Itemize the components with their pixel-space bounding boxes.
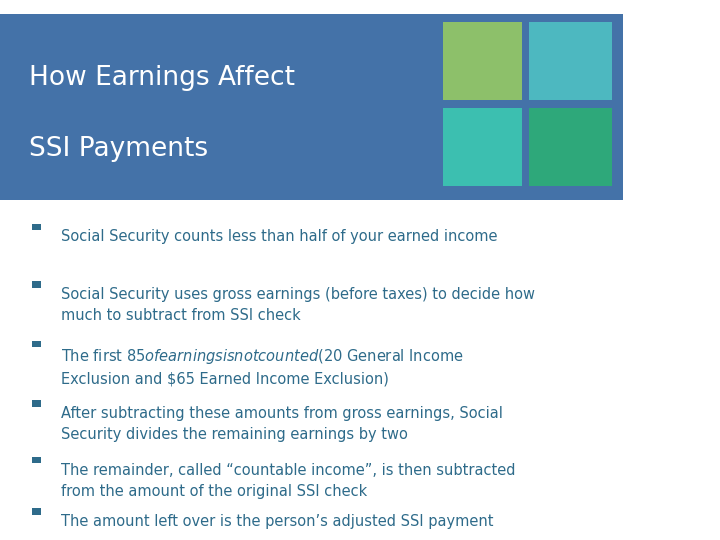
Text: How Earnings Affect: How Earnings Affect [29,65,294,91]
Text: SSI Payments: SSI Payments [29,136,208,161]
Text: The first $85 of earnings is not counted ($20 General Income
Exclusion and $65 E: The first $85 of earnings is not counted… [61,347,464,387]
Text: The amount left over is the person’s adjusted SSI payment: The amount left over is the person’s adj… [61,514,494,529]
Text: Social Security counts less than half of your earned income: Social Security counts less than half of… [61,230,498,245]
FancyBboxPatch shape [32,508,41,515]
FancyBboxPatch shape [443,108,522,186]
Text: The remainder, called “countable income”, is then subtracted
from the amount of : The remainder, called “countable income”… [61,463,516,499]
Text: Social Security uses gross earnings (before taxes) to decide how
much to subtrac: Social Security uses gross earnings (bef… [61,287,535,323]
FancyBboxPatch shape [0,14,623,200]
FancyBboxPatch shape [32,341,41,347]
FancyBboxPatch shape [32,400,41,407]
FancyBboxPatch shape [32,281,41,288]
FancyBboxPatch shape [529,108,612,186]
FancyBboxPatch shape [32,457,41,463]
FancyBboxPatch shape [443,22,522,100]
FancyBboxPatch shape [529,22,612,100]
Text: After subtracting these amounts from gross earnings, Social
Security divides the: After subtracting these amounts from gro… [61,406,503,442]
FancyBboxPatch shape [32,224,41,230]
